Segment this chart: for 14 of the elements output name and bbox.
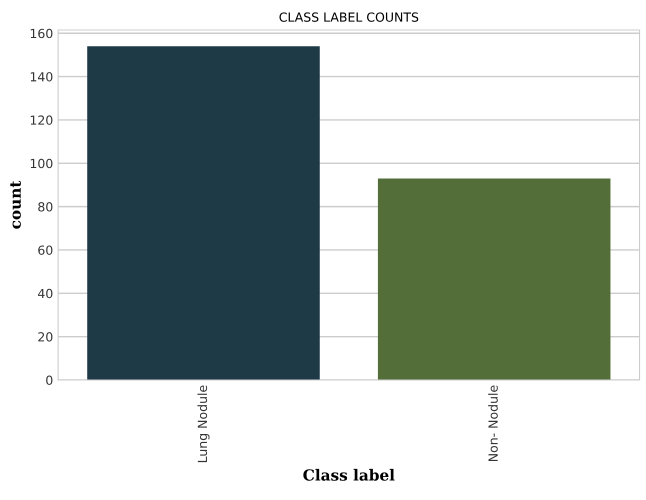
x-tick-label: Non- Nodule bbox=[488, 386, 498, 462]
x-axis-title: Class label bbox=[303, 468, 395, 481]
x-tick-label: Lung Nodule bbox=[197, 386, 210, 462]
y-tick-label: 40 bbox=[38, 288, 52, 298]
y-tick-label: 120 bbox=[30, 115, 52, 125]
y-axis-title: count bbox=[10, 180, 21, 229]
chart-title: CLASS LABEL COUNTS bbox=[279, 12, 418, 22]
y-tick-label: 140 bbox=[30, 72, 52, 82]
y-tick-label: 160 bbox=[30, 28, 52, 38]
y-tick-label: 20 bbox=[38, 332, 52, 342]
y-tick-label: 80 bbox=[38, 202, 52, 212]
y-tick-label: 100 bbox=[30, 158, 52, 168]
y-tick-label: 0 bbox=[46, 375, 52, 385]
y-tick-label: 60 bbox=[38, 245, 52, 255]
